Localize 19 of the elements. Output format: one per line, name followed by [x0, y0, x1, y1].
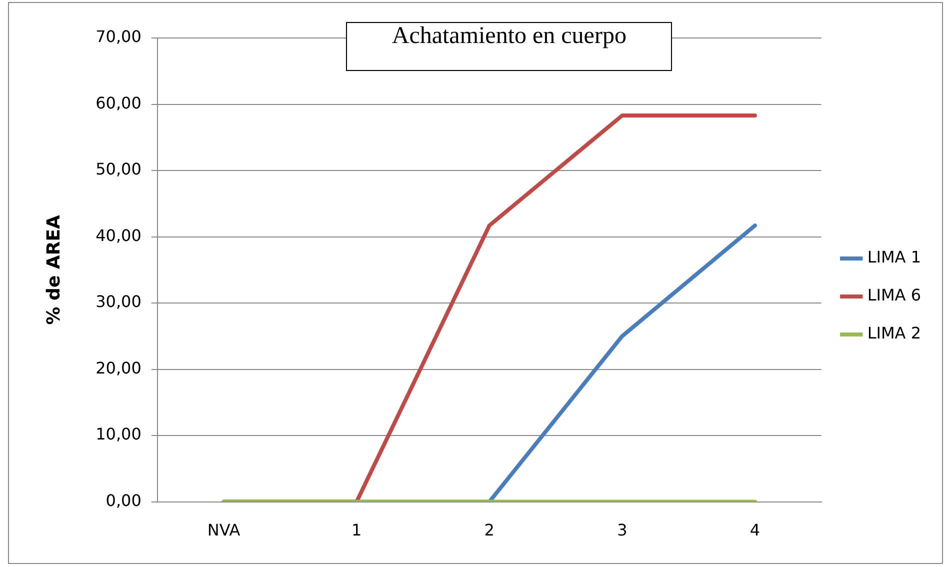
- x-tick-label: 1: [351, 520, 362, 540]
- y-tick-label: 0,00: [106, 490, 142, 510]
- y-tick-label: 50,00: [96, 160, 142, 179]
- x-tick-label: NVA: [207, 520, 240, 540]
- x-tick-label: 4: [750, 520, 760, 540]
- y-tick-label: 60,00: [96, 93, 142, 112]
- y-tick-label: 20,00: [96, 358, 142, 378]
- y-tick-label: 40,00: [96, 226, 142, 245]
- y-tick-label: 70,00: [96, 27, 142, 46]
- legend-label: LIMA 2: [867, 324, 922, 343]
- x-tick-label: 2: [484, 520, 494, 540]
- y-axis-title: % de AREA: [43, 214, 64, 325]
- title-box: Achatamiento en cuerpo: [346, 22, 672, 71]
- x-tick-label: 3: [617, 520, 628, 540]
- y-tick-label: 10,00: [96, 424, 142, 444]
- legend-label: LIMA 1: [867, 248, 922, 267]
- chart-title: Achatamiento en cuerpo: [392, 23, 626, 49]
- legend-label: LIMA 6: [867, 286, 922, 305]
- y-tick-label: 30,00: [96, 292, 142, 312]
